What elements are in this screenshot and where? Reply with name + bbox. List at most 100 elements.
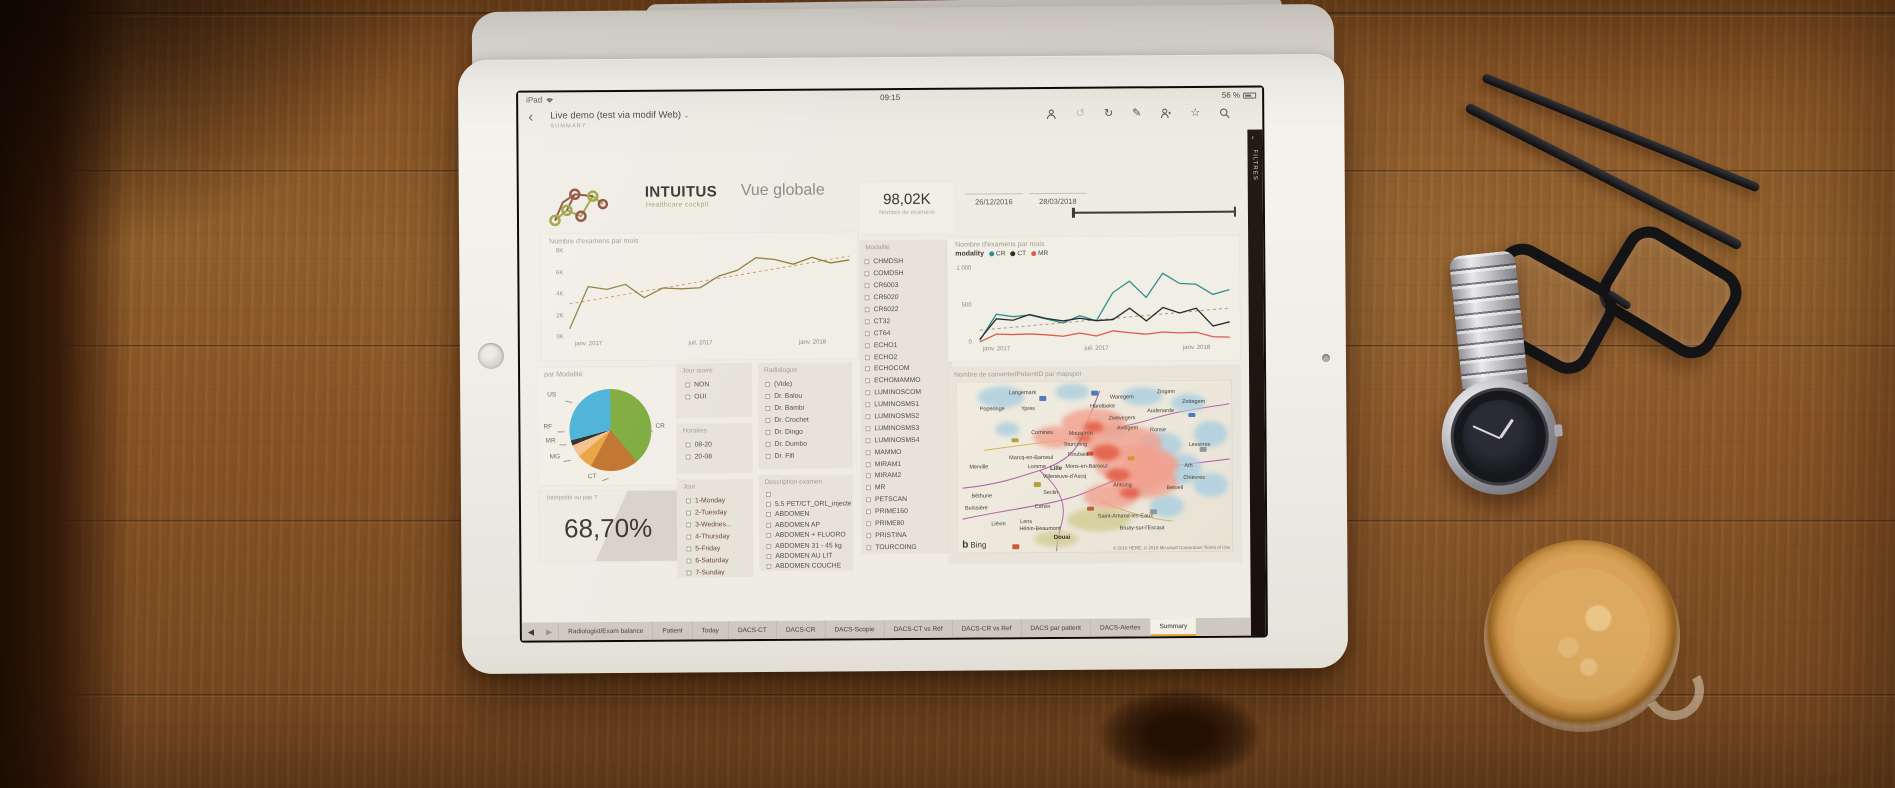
- legend-item[interactable]: CT: [1010, 250, 1026, 257]
- date-end-input[interactable]: 28/03/2018: [1028, 192, 1087, 207]
- share-person-icon[interactable]: [1047, 109, 1057, 120]
- checkbox-item[interactable]: Dr. Balou: [765, 390, 850, 402]
- checkbox-item[interactable]: MAMMO: [865, 446, 951, 458]
- checkbox-item[interactable]: 5-Friday: [686, 543, 751, 555]
- tab-today[interactable]: Today: [691, 621, 728, 640]
- slider-handle-start[interactable]: [1071, 207, 1075, 218]
- search-icon[interactable]: [1219, 108, 1230, 119]
- annotate-icon[interactable]: ✎: [1132, 107, 1142, 120]
- slider-handle-end[interactable]: [1233, 206, 1236, 217]
- checkbox-item[interactable]: Dr. Fifi: [765, 450, 851, 462]
- checkbox-item[interactable]: MIRAM1: [865, 458, 951, 470]
- checkbox-item[interactable]: LUMINOSMS4: [865, 434, 950, 446]
- tab-radiologist-exam-balance[interactable]: Radiologist/Exam balance: [558, 621, 653, 641]
- checkbox-item[interactable]: Dr. Crochet: [765, 414, 850, 426]
- checkbox-item[interactable]: ABDOMEN 31 - 45 kg: [766, 540, 851, 551]
- checkbox-item[interactable]: ECHO2: [864, 351, 950, 363]
- pie-chart[interactable]: [569, 388, 652, 472]
- checkbox-item[interactable]: TOURCOING: [866, 541, 951, 552]
- tab-patient[interactable]: Patient: [652, 621, 692, 640]
- filters-pane-collapsed[interactable]: ‹ FILTRES: [1247, 129, 1266, 636]
- tab-dacs-par-patient[interactable]: DACS par patient: [1020, 618, 1091, 638]
- legend-item[interactable]: CR: [989, 250, 1005, 257]
- coffee-crema: [1514, 568, 1650, 700]
- history-icon[interactable]: ↺: [1075, 107, 1085, 120]
- checkbox-item[interactable]: CR6022: [864, 303, 950, 315]
- checkbox-item[interactable]: CR6020: [864, 291, 949, 303]
- watch-hand: [1471, 425, 1500, 440]
- checkbox-item[interactable]: Dr. Dingo: [765, 426, 850, 438]
- tab-dacs-cr-vs-ref[interactable]: DACS-CR vs Ref: [951, 619, 1021, 638]
- x-axis-label: janv. 2018: [798, 339, 827, 346]
- checkbox-item[interactable]: ABDOMEN AP: [766, 520, 851, 531]
- invite-person-icon[interactable]: [1160, 108, 1171, 119]
- checkbox-item[interactable]: OUI: [685, 391, 750, 403]
- checkbox-icon: [864, 283, 870, 289]
- tab-dacs-ct-vs-r-f[interactable]: DACS-CT vs Réf: [883, 619, 952, 639]
- favorite-star-icon[interactable]: ☆: [1190, 106, 1201, 119]
- checkbox-icon: [686, 570, 692, 576]
- checkbox-icon: [865, 414, 871, 420]
- checkbox-item[interactable]: 20-08: [685, 451, 751, 463]
- date-slider-track[interactable]: [1071, 206, 1236, 218]
- checkbox-item[interactable]: [765, 488, 851, 499]
- checkbox-item[interactable]: LUMINOSCOM: [865, 386, 950, 398]
- checkbox-item[interactable]: ABDOMEN AU LIT: [766, 551, 851, 562]
- date-start-input[interactable]: 26/12/2016: [964, 193, 1023, 207]
- checkbox-item[interactable]: CHMDSH: [864, 256, 949, 268]
- checkbox-item[interactable]: 7-Sunday: [686, 566, 751, 576]
- tab-dacs-alertes[interactable]: DACS-Alertes: [1089, 618, 1150, 637]
- checkbox-item[interactable]: 6-Saturday: [686, 555, 751, 567]
- checkbox-item[interactable]: 3-Wednes...: [686, 519, 751, 531]
- checkbox-item[interactable]: 1-Monday: [685, 495, 751, 507]
- checkbox-item[interactable]: NON: [685, 379, 750, 391]
- bing-map[interactable]: b Bing © 2018 HERE, © 2018 Microsoft Corp…: [956, 379, 1234, 554]
- checkbox-item[interactable]: LUMINOSMS3: [865, 422, 950, 434]
- legend-dot-icon: [1031, 250, 1037, 256]
- road-shield-icon: [1188, 412, 1196, 418]
- checkbox-item[interactable]: MIRAM2: [865, 470, 951, 482]
- checkbox-item[interactable]: Dr. Dumbo: [765, 438, 851, 450]
- y-axis-label: 1 000: [956, 265, 972, 272]
- checkbox-item[interactable]: MR: [865, 482, 951, 494]
- tab-dacs-cr[interactable]: DACS-CR: [775, 620, 825, 639]
- refresh-icon[interactable]: ↻: [1103, 107, 1114, 120]
- checkbox-item[interactable]: CT32: [864, 315, 950, 327]
- bing-logo[interactable]: b Bing: [962, 539, 987, 551]
- checkbox-item[interactable]: ECHOMAMMO: [865, 375, 950, 387]
- checkbox-item[interactable]: ABDOMEN + FLUORO: [766, 530, 851, 541]
- map-card: Nombre de convertedPatientID par mapspot…: [948, 365, 1242, 564]
- checkbox-item[interactable]: 4-Thursday: [686, 531, 751, 543]
- checkbox-item[interactable]: CT64: [864, 327, 950, 339]
- home-button[interactable]: [477, 342, 505, 369]
- checkbox-item[interactable]: CR6003: [864, 279, 949, 291]
- checkbox-item[interactable]: 2-Tuesday: [686, 507, 751, 519]
- legend-item[interactable]: MR: [1031, 250, 1048, 257]
- checkbox-item[interactable]: PRIME80: [866, 517, 951, 529]
- tabs-scroll-right-icon[interactable]: ▶: [545, 626, 553, 636]
- checkbox-item[interactable]: (Vide): [765, 378, 850, 390]
- tab-dacs-ct[interactable]: DACS-CT: [727, 620, 776, 640]
- checkbox-item[interactable]: COMDSH: [864, 268, 949, 280]
- tab-dacs-scopie[interactable]: DACS-Scopie: [824, 620, 884, 639]
- checkbox-item[interactable]: ECHO1: [864, 339, 950, 351]
- checkbox-item[interactable]: PRIME160: [866, 505, 951, 517]
- checkbox-item[interactable]: PETSCAN: [865, 493, 951, 505]
- checkbox-item[interactable]: LUMINOSMS1: [865, 398, 950, 410]
- tab-summary[interactable]: Summary: [1149, 617, 1197, 637]
- checkbox-item[interactable]: PRISTINA: [866, 529, 951, 541]
- checkbox-item[interactable]: 5.5 PET/CT_ORL_injecte...: [765, 499, 851, 510]
- checkbox-label: ABDOMEN 31 - 45 kg: [775, 542, 842, 550]
- report-switcher[interactable]: Live demo (test via modif Web) ⌄: [550, 109, 690, 122]
- checkbox-item[interactable]: Dr. Bambi: [765, 402, 850, 414]
- back-button[interactable]: ‹: [528, 108, 534, 126]
- tabs-scroll-left-icon[interactable]: ◀: [527, 627, 535, 637]
- map-town-label: Ath: [1184, 462, 1193, 470]
- checkbox-label: MIRAM1: [874, 460, 902, 468]
- checkbox-item[interactable]: ECHOCOM: [865, 363, 950, 375]
- checkbox-item[interactable]: 08-20: [685, 439, 751, 451]
- checkbox-item[interactable]: ABDOMEN COUCHE: [766, 561, 851, 569]
- legend-dot-icon: [1010, 250, 1016, 257]
- checkbox-item[interactable]: LUMINOSMS2: [865, 410, 950, 422]
- checkbox-item[interactable]: ABDOMEN: [766, 509, 851, 520]
